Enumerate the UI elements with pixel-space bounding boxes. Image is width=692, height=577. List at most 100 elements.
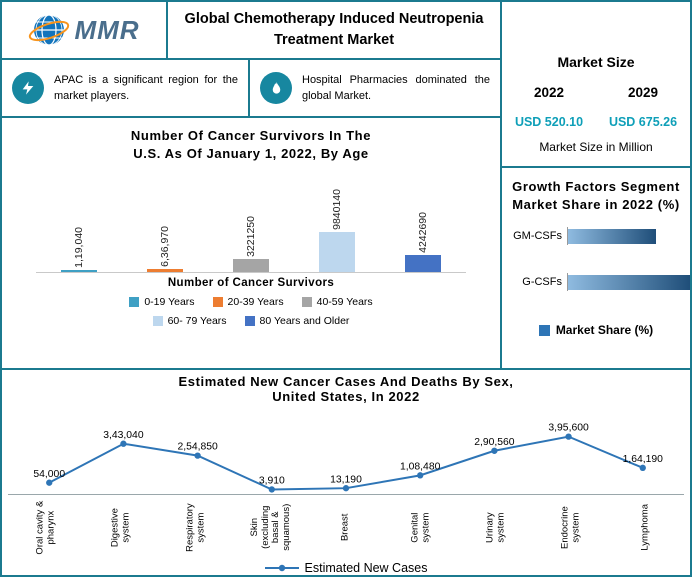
growth-bar: [568, 274, 690, 290]
cases-title-line1: Estimated New Cancer Cases And Deaths By…: [178, 374, 514, 389]
data-point-label: 1,64,190: [623, 454, 664, 465]
growth-bar-track: [567, 227, 682, 246]
cases-chart: Estimated New Cancer Cases And Deaths By…: [0, 368, 692, 577]
data-point-label: 54,000: [33, 469, 65, 480]
market-size-years: 2022 2029: [502, 85, 690, 100]
data-point: [417, 472, 424, 479]
bar-value-label: 6,36,970: [159, 226, 171, 268]
growth-legend-swatch: [538, 324, 550, 336]
fact-hospital-text: Hospital Pharmacies dominated the global…: [302, 73, 490, 103]
growth-title-line1: Growth Factors Segment: [512, 179, 680, 194]
category-cell: Endocrine system: [534, 495, 609, 560]
survivors-legend-row1: 0-19 Years 20-39 Years 40-59 Years: [129, 296, 373, 309]
data-point-label: 2,90,560: [474, 437, 515, 448]
market-size-panel: Market Size 2022 2029 USD 520.10 USD 675…: [500, 0, 692, 370]
survivors-legend-row2: 60- 79 Years 80 Years and Older: [152, 315, 350, 328]
fact-apac: APAC is a significant region for the mar…: [0, 58, 250, 118]
page-title-line1: Global Chemotherapy Induced Neutropenia: [184, 10, 484, 27]
survivors-bar: [405, 255, 441, 273]
bar-value-label: 3221250: [245, 216, 257, 258]
legend-item: 0-19 Years: [129, 296, 195, 309]
cases-legend-label: Estimated New Cases: [304, 561, 428, 575]
market-size-values: USD 520.10 USD 675.26: [502, 115, 690, 129]
legend-item: 40-59 Years: [301, 296, 373, 309]
cases-categories: Oral cavity & pharynx Digestive system Res…: [8, 493, 684, 560]
cases-chart-title: Estimated New Cancer Cases And Deaths By…: [178, 374, 514, 405]
category-label: Genital system: [409, 512, 432, 543]
legend-item: 20-39 Years: [212, 296, 284, 308]
fact-hospital-pharmacies: Hospital Pharmacies dominated the global…: [248, 58, 502, 118]
legend-label: 80 Years and Older: [259, 315, 350, 328]
legend-item: 80 Years and Older: [244, 315, 350, 328]
category-cell: Skin (excluding basal & squamous): [233, 495, 308, 560]
line-marker-icon: [264, 564, 299, 572]
legend-label: 0-19 Years: [144, 296, 195, 309]
data-point: [491, 447, 498, 454]
bar-column: 6,36,970: [147, 226, 183, 273]
data-point: [268, 486, 275, 493]
data-point-label: 3,43,040: [103, 430, 144, 441]
data-point-label: 3,910: [259, 475, 285, 486]
bar-column: 4242690: [405, 212, 441, 273]
market-size-section: Market Size 2022 2029 USD 520.10 USD 675…: [502, 2, 690, 168]
data-point: [639, 464, 646, 471]
legend-label: 40-59 Years: [316, 296, 373, 309]
category-label: Breast: [339, 513, 351, 542]
category-label: Urinary system: [484, 512, 507, 543]
legend-swatch: [244, 316, 255, 327]
data-point-label: 2,54,850: [177, 442, 218, 453]
category-cell: Urinary system: [459, 495, 534, 560]
bar-value-label: 9840140: [331, 189, 343, 231]
page-title-line2: Treatment Market: [273, 32, 395, 48]
market-value-2029: USD 675.26: [608, 115, 678, 129]
category-cell: Oral cavity & pharynx: [8, 495, 83, 560]
legend-swatch: [212, 297, 223, 308]
growth-category-label: GM-CSFs: [513, 230, 562, 243]
data-point-label: 1,08,480: [400, 461, 441, 472]
category-label: Lymphoma: [640, 504, 652, 551]
cases-line-svg: 54,000 3,43,040 2,54,850 3,910 13,190 1,08,48…: [33, 423, 664, 493]
market-value-2022: USD 520.10: [514, 115, 584, 129]
bar-column: 9840140: [319, 189, 355, 273]
growth-bar-row: GM-CSFs: [508, 227, 682, 246]
category-cell: Respiratory system: [158, 495, 233, 560]
bar-value-label: 4242690: [417, 212, 429, 254]
mmr-globe-icon: [29, 14, 70, 46]
lightning-icon: [12, 72, 44, 104]
growth-bars: GM-CSFs G-CSFs: [508, 227, 690, 319]
legend-swatch: [129, 297, 140, 308]
data-point-label: 3,95,600: [548, 423, 589, 434]
survivors-chart: Number Of Cancer Survivors In The U.S. A…: [0, 116, 502, 370]
category-label: Skin (excluding basal & squamous): [248, 503, 292, 551]
survivors-bar: [61, 270, 97, 273]
growth-legend: Market Share (%): [502, 323, 690, 337]
survivors-title-line2: U.S. As Of January 1, 2022, By Age: [133, 145, 369, 161]
market-year-2022: 2022: [533, 85, 565, 100]
legend-swatch: [301, 297, 312, 308]
category-cell: Lymphoma: [609, 495, 684, 560]
legend-item: 60- 79 Years: [152, 315, 227, 328]
growth-chart-title: Growth Factors Segment Market Share in 2…: [502, 178, 690, 213]
cases-title-line2: United States, In 2022: [272, 388, 420, 404]
market-year-2029: 2029: [627, 85, 659, 100]
data-point: [46, 479, 53, 486]
data-point: [120, 440, 127, 447]
legend-swatch: [152, 316, 163, 327]
growth-bar-row: G-CSFs: [508, 273, 690, 292]
growth-bar: [568, 228, 656, 244]
survivors-bar: [147, 269, 183, 273]
survivors-bars: 1,19,040 6,36,970 3221250 9840140 4242690: [36, 172, 466, 274]
logo: MMR: [0, 0, 168, 60]
cases-legend: Estimated New Cases: [264, 561, 428, 575]
category-cell: Genital system: [384, 495, 459, 560]
growth-legend-label: Market Share (%): [555, 323, 654, 338]
data-point-label: 13,190: [330, 474, 362, 485]
data-point: [565, 433, 572, 440]
survivors-title-line1: Number Of Cancer Survivors In The: [130, 128, 372, 143]
survivors-bar: [233, 259, 269, 273]
legend-label: 60- 79 Years: [167, 315, 227, 328]
market-size-unit-note: Market Size in Million: [539, 140, 653, 154]
page-title: Global Chemotherapy Induced Neutropenia …: [166, 0, 502, 60]
data-point: [342, 484, 350, 492]
